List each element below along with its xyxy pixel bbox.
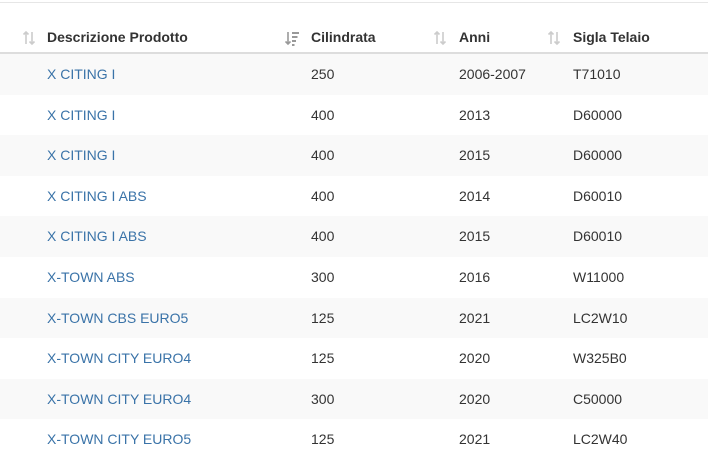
years-cell: 2014 (459, 187, 491, 204)
column-header-displacement[interactable]: Cilindrata (285, 22, 425, 52)
displacement-cell: 400 (311, 187, 335, 204)
frame-cell: D60000 (573, 147, 623, 164)
displacement-cell: 400 (311, 228, 335, 245)
table-row: X CITING I 400 2015 D60000 (0, 135, 708, 176)
product-link[interactable]: X-TOWN CITY EURO4 (47, 350, 192, 367)
displacement-cell: 125 (311, 431, 335, 448)
product-link[interactable]: X-TOWN CITY EURO5 (47, 431, 192, 448)
column-header-label: Sigla Telaio (573, 29, 650, 45)
years-cell: 2020 (459, 390, 491, 407)
frame-cell: T71010 (573, 66, 621, 82)
frame-cell: W325B0 (573, 350, 627, 367)
sort-both-icon[interactable] (433, 30, 447, 46)
product-link[interactable]: X CITING I (47, 106, 116, 123)
years-cell: 2021 (459, 431, 491, 448)
years-cell: 2015 (459, 147, 491, 164)
table-row: X CITING I ABS 400 2015 D60010 (0, 216, 708, 257)
frame-cell: D60000 (573, 106, 623, 123)
product-link[interactable]: X CITING I (47, 66, 116, 82)
product-link[interactable]: X-TOWN CBS EURO5 (47, 309, 189, 326)
displacement-cell: 400 (311, 147, 335, 164)
table-row: X-TOWN CITY EURO4 300 2020 C50000 (0, 378, 708, 420)
frame-cell: D60010 (573, 228, 623, 245)
table-row: X CITING I 250 2006-2007 T71010 (0, 54, 708, 95)
sort-amount-desc-icon[interactable] (285, 30, 299, 46)
frame-cell: C50000 (573, 390, 623, 407)
column-header-product[interactable]: Descrizione Prodotto (20, 22, 300, 52)
years-cell: 2016 (459, 268, 491, 285)
table-row: X-TOWN ABS 300 2016 W11000 (0, 257, 708, 298)
years-cell: 2020 (459, 350, 491, 367)
table-row: X CITING I ABS 400 2014 D60010 (0, 176, 708, 217)
column-header-label: Anni (459, 29, 491, 45)
table-top-border (0, 2, 708, 3)
sort-both-icon[interactable] (547, 30, 561, 46)
displacement-cell: 250 (311, 66, 335, 82)
table-row: X-TOWN CITY EURO5 125 2021 LC2W40 (0, 419, 708, 460)
column-header-label: Cilindrata (311, 29, 376, 45)
displacement-cell: 125 (311, 350, 335, 367)
product-link[interactable]: X-TOWN ABS (47, 268, 135, 285)
years-cell: 2013 (459, 106, 491, 123)
frame-cell: LC2W10 (573, 309, 628, 326)
table-header: Descrizione Prodotto Cilindrata Anni (0, 22, 708, 54)
displacement-cell: 300 (311, 268, 335, 285)
product-link[interactable]: X CITING I (47, 147, 116, 164)
years-cell: 2015 (459, 228, 491, 245)
table-row: X-TOWN CBS EURO5 125 2021 LC2W10 (0, 297, 708, 339)
column-header-label: Descrizione Prodotto (47, 29, 188, 45)
frame-cell: W11000 (573, 268, 625, 285)
years-cell: 2021 (459, 309, 491, 326)
table-body: X CITING I 250 2006-2007 T71010 X CITING… (0, 54, 708, 460)
years-cell: 2006-2007 (459, 66, 526, 82)
frame-cell: LC2W40 (573, 431, 628, 448)
table-row: X CITING I 400 2013 D60000 (0, 95, 708, 136)
displacement-cell: 300 (311, 390, 335, 407)
displacement-cell: 400 (311, 106, 335, 123)
displacement-cell: 125 (311, 309, 335, 326)
product-link[interactable]: X CITING I ABS (47, 228, 147, 245)
frame-cell: D60010 (573, 187, 623, 204)
column-header-years[interactable]: Anni (433, 22, 553, 52)
column-header-frame[interactable]: Sigla Telaio (547, 22, 697, 52)
sort-both-icon[interactable] (22, 30, 36, 46)
table-row: X-TOWN CITY EURO4 125 2020 W325B0 (0, 338, 708, 379)
product-link[interactable]: X-TOWN CITY EURO4 (47, 390, 192, 407)
product-link[interactable]: X CITING I ABS (47, 187, 147, 204)
